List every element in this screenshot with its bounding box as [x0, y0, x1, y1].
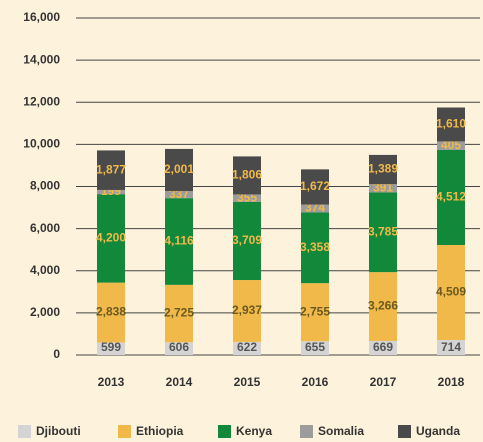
bar-segment: [369, 192, 397, 273]
x-tick-label: 2016: [302, 375, 329, 389]
bar-segment: [369, 340, 397, 355]
data-label: 4,116: [164, 234, 194, 248]
data-label: 4,509: [436, 285, 466, 299]
data-label: 606: [169, 340, 189, 354]
bar-segment: [233, 156, 261, 195]
x-tick-label: 2013: [98, 375, 125, 389]
y-tick-label: 0: [53, 347, 60, 361]
legend-swatch: [18, 425, 31, 438]
bar-segment: [97, 189, 125, 195]
bar-segment: [437, 141, 465, 150]
data-label: 1,877: [96, 162, 126, 176]
data-label: 1,389: [368, 162, 398, 176]
bar-segment: [369, 272, 397, 341]
y-tick-label: 2,000: [30, 305, 60, 319]
bar-segment: [301, 283, 329, 342]
data-label: 2,937: [232, 303, 262, 317]
bar-segment: [165, 284, 193, 343]
bar-segment: [437, 244, 465, 340]
legend-swatch: [218, 425, 231, 438]
legend-label: Somalia: [318, 424, 364, 438]
bar-segment: [165, 148, 193, 192]
data-label: 3,709: [232, 233, 262, 247]
bar-segment: [437, 107, 465, 142]
legend-swatch: [118, 425, 131, 438]
data-label: 2,725: [164, 306, 194, 320]
bar-segment: [301, 212, 329, 284]
data-label: 3,785: [368, 224, 398, 238]
y-tick-label: 4,000: [30, 263, 60, 277]
y-tick-label: 16,000: [23, 10, 60, 24]
legend-swatch: [398, 425, 411, 438]
data-label: 622: [237, 340, 257, 354]
data-label: 1,806: [232, 168, 262, 182]
data-label: 2,838: [96, 305, 126, 319]
y-tick-label: 14,000: [23, 52, 60, 66]
y-tick-label: 12,000: [23, 94, 60, 108]
legend-label: Kenya: [236, 424, 272, 438]
x-tick-label: 2017: [370, 375, 397, 389]
y-tick-label: 6,000: [30, 221, 60, 235]
bar-segment: [233, 194, 261, 202]
bar-segment: [97, 150, 125, 190]
data-label: 599: [101, 340, 121, 354]
x-tick-label: 2015: [234, 375, 261, 389]
bar-segment: [301, 204, 329, 213]
bar-segment: [437, 149, 465, 245]
data-label: 4,200: [96, 231, 126, 245]
bar-segment: [97, 282, 125, 343]
x-tick-label: 2014: [166, 375, 193, 389]
legend-label: Djibouti: [36, 424, 81, 438]
legend-label: Uganda: [416, 424, 460, 438]
legend-label: Ethiopia: [136, 424, 184, 438]
bar-segment: [369, 184, 397, 193]
bar-segment: [301, 169, 329, 205]
data-label: 655: [305, 340, 325, 354]
bar-segment: [97, 194, 125, 283]
y-tick-label: 8,000: [30, 179, 60, 193]
bar-segment: [233, 201, 261, 281]
bar-segment: [437, 339, 465, 355]
legend-swatch: [300, 425, 313, 438]
bar-segment: [233, 341, 261, 355]
data-label: 1,610: [436, 117, 466, 131]
bar-segment: [233, 280, 261, 342]
bar-segment: [97, 342, 125, 355]
data-label: 669: [373, 340, 393, 354]
data-label: 3,358: [300, 240, 330, 254]
x-tick-label: 2018: [438, 375, 465, 389]
bar-segment: [165, 198, 193, 285]
bar-segment: [165, 191, 193, 199]
data-label: 1,672: [300, 179, 330, 193]
bar-segment: [369, 154, 397, 185]
y-tick-label: 10,000: [23, 137, 60, 151]
bar-segment: [301, 341, 329, 355]
bar-segment: [165, 342, 193, 355]
data-label: 2,755: [300, 304, 330, 318]
data-label: 2,001: [164, 162, 194, 176]
data-label: 3,266: [368, 299, 398, 313]
data-label: 714: [441, 340, 461, 354]
data-label: 4,512: [436, 190, 466, 204]
